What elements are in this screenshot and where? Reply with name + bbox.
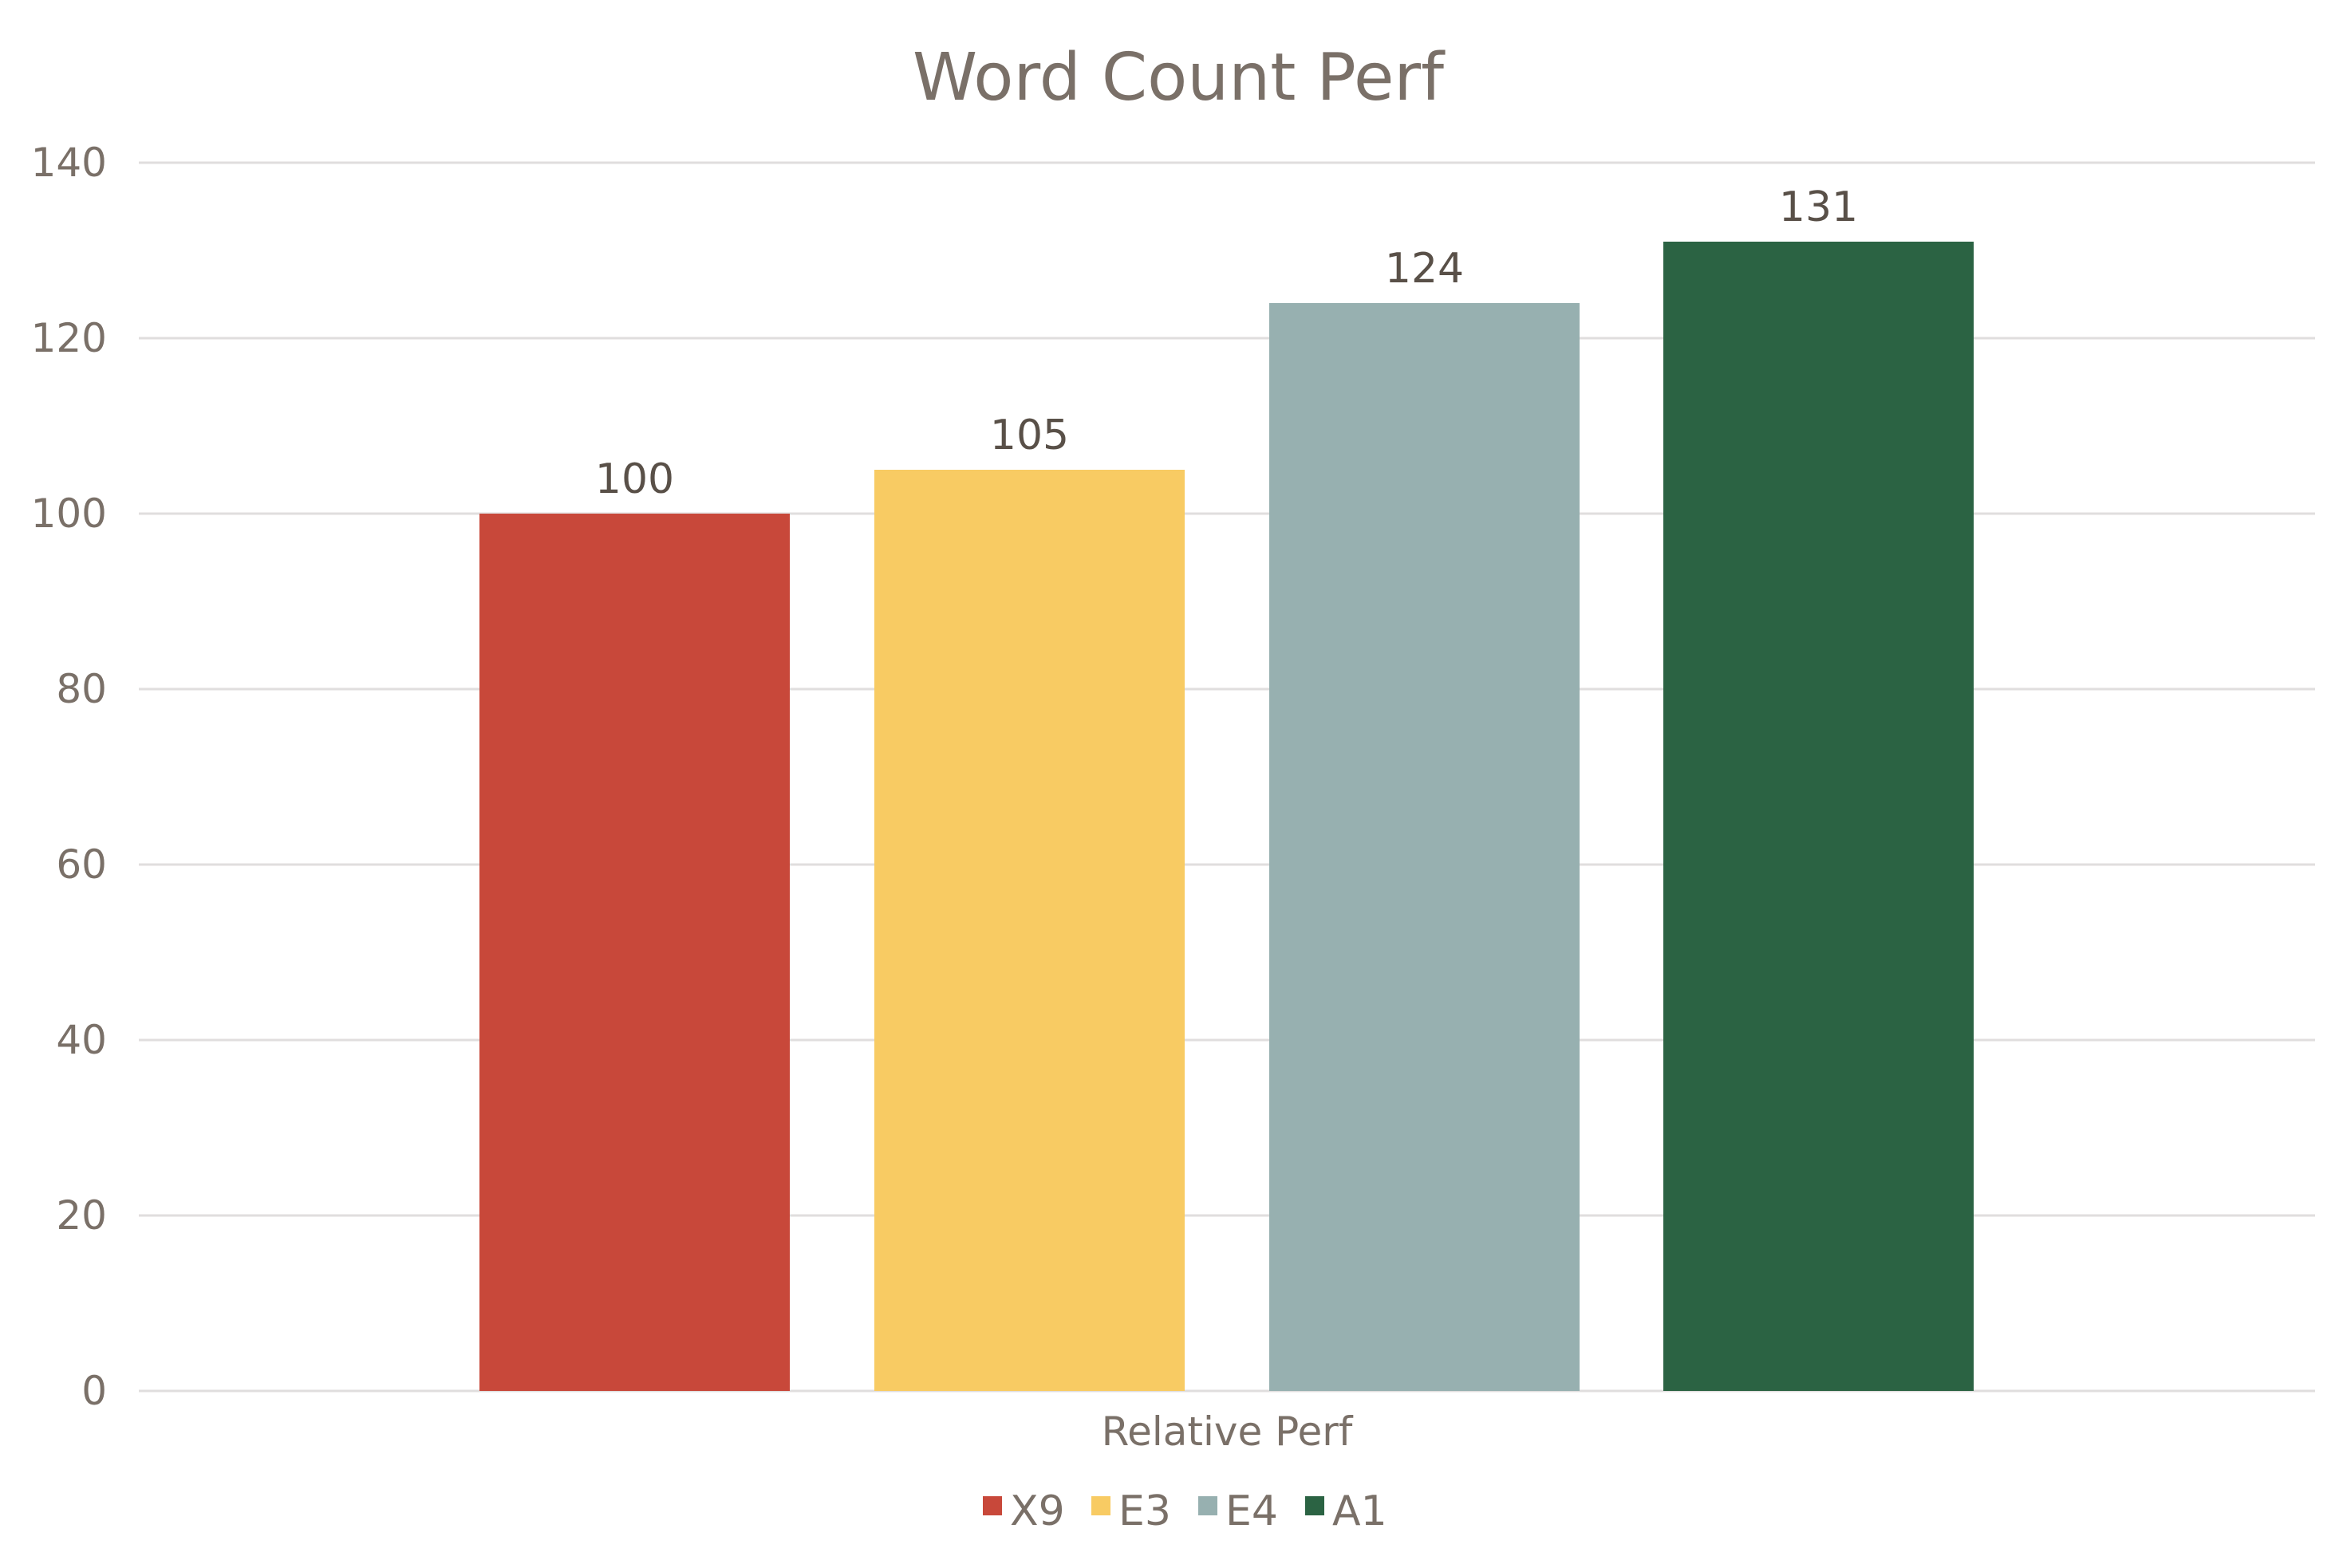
- bar-a1: [1663, 242, 1974, 1391]
- y-tick-label: 20: [56, 1192, 107, 1239]
- chart-title: Word Count Perf: [913, 40, 1446, 116]
- legend-item-e4: E4: [1198, 1487, 1278, 1535]
- bars: [479, 242, 1974, 1391]
- data-label: 124: [1385, 245, 1464, 293]
- data-label: 131: [1779, 183, 1858, 231]
- legend-swatch: [1198, 1496, 1217, 1515]
- y-tick-label: 120: [31, 315, 107, 361]
- bar-e4: [1269, 303, 1580, 1391]
- y-tick-label: 80: [56, 666, 107, 712]
- legend-item-x9: X9: [983, 1487, 1065, 1535]
- legend-label: E4: [1225, 1487, 1278, 1535]
- y-tick-label: 60: [56, 841, 107, 888]
- y-axis-ticks: 0 20 40 60 80 100 120 140: [31, 140, 107, 1414]
- legend-swatch: [1091, 1496, 1110, 1515]
- legend-label: X9: [1010, 1487, 1065, 1535]
- legend-item-e3: E3: [1091, 1487, 1171, 1535]
- y-tick-label: 100: [31, 490, 107, 537]
- bar-e3: [874, 470, 1185, 1391]
- y-tick-label: 0: [81, 1368, 107, 1414]
- y-tick-label: 140: [31, 140, 107, 186]
- y-tick-label: 40: [56, 1017, 107, 1063]
- legend-swatch: [983, 1496, 1002, 1515]
- legend-swatch: [1305, 1496, 1324, 1515]
- legend-label: A1: [1332, 1487, 1387, 1535]
- legend-label: E3: [1118, 1487, 1171, 1535]
- data-label: 100: [595, 455, 674, 503]
- data-label: 105: [990, 412, 1069, 459]
- x-axis-label: Relative Perf: [1102, 1408, 1354, 1455]
- bar-x9: [479, 514, 790, 1391]
- data-labels: 100 105 124 131: [595, 183, 1858, 503]
- gridlines: [139, 161, 2315, 1393]
- legend-item-a1: A1: [1305, 1487, 1387, 1535]
- legend: X9 E3 E4 A1: [983, 1487, 1387, 1535]
